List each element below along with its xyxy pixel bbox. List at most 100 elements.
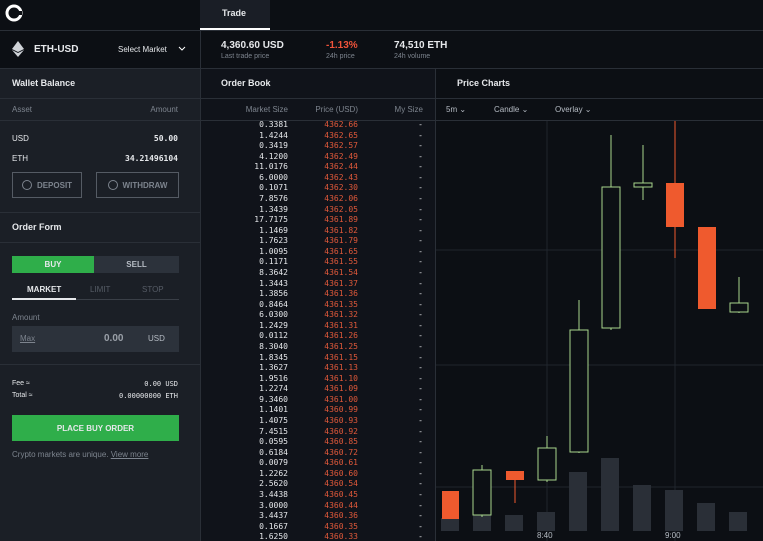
market-size: 8.3642: [259, 267, 288, 277]
price: 4361.37: [324, 278, 358, 288]
my-size: -: [418, 500, 423, 510]
button-label: PLACE BUY ORDER: [56, 423, 135, 433]
stat-value: -1.13%: [326, 40, 358, 51]
select-market[interactable]: Select Market: [118, 45, 167, 54]
market-size: 1.4075: [259, 415, 288, 425]
market-size: 1.4244: [259, 130, 288, 140]
my-size: -: [418, 193, 423, 203]
my-size: -: [418, 162, 423, 172]
buy-tab[interactable]: BUY: [12, 256, 94, 273]
my-size: -: [418, 120, 423, 129]
interval-select[interactable]: 5m ⌄: [446, 105, 467, 114]
max-link[interactable]: Max: [20, 334, 36, 343]
my-size: -: [418, 521, 423, 531]
market-size: 9.3460: [259, 394, 288, 404]
market-size: 3.4437: [259, 511, 288, 521]
order-type[interactable]: MARKET: [27, 285, 62, 294]
price: 4360.33: [324, 532, 358, 541]
price: 4362.43: [324, 172, 358, 182]
fee-value: 0.00 USD: [144, 380, 178, 388]
note: Crypto markets are unique. View more: [12, 450, 148, 459]
price: 4360.72: [324, 447, 358, 457]
my-size: -: [418, 363, 423, 373]
market-size: 0.0595: [259, 437, 288, 447]
price: 4361.25: [324, 341, 358, 351]
my-size: -: [418, 183, 423, 193]
market-size: 1.8345: [259, 352, 288, 362]
divider: [436, 120, 763, 121]
left-panel: [0, 69, 201, 541]
candle-chart: [436, 121, 763, 541]
price: 4362.49: [324, 151, 358, 161]
my-size: -: [418, 172, 423, 182]
market-size: 6.0000: [259, 172, 288, 182]
button-label: BUY: [44, 260, 62, 269]
price: 4361.79: [324, 236, 358, 246]
divider: [0, 212, 200, 213]
fee-label: Fee ≈: [12, 380, 30, 387]
market-size: 7.8576: [259, 193, 288, 203]
price: 4360.85: [324, 437, 358, 447]
stat-label: Last trade price: [221, 53, 270, 60]
stat-label: 24h price: [326, 53, 355, 60]
my-size: -: [418, 511, 423, 521]
price: 4360.99: [324, 405, 358, 415]
market-size: 1.2262: [259, 468, 288, 478]
withdraw-button[interactable]: WITHDRAW: [96, 172, 179, 198]
deposit-button[interactable]: DEPOSIT: [12, 172, 82, 198]
amount-value: 0.00: [104, 333, 124, 344]
amount-input[interactable]: [12, 326, 179, 352]
divider: [436, 98, 763, 99]
divider: [0, 98, 200, 99]
order-type[interactable]: STOP: [142, 285, 164, 294]
order-type[interactable]: LIMIT: [90, 285, 111, 294]
panel-title: Order Form: [12, 222, 62, 232]
market-size: 0.3419: [259, 141, 288, 151]
divider: [201, 98, 435, 99]
market-size: 8.3040: [259, 341, 288, 351]
overlay-select[interactable]: Overlay ⌄: [555, 105, 592, 114]
note-text: Crypto markets are unique.: [12, 450, 109, 459]
logo[interactable]: [4, 3, 24, 23]
price: 4360.93: [324, 415, 358, 425]
sell-tab[interactable]: SELL: [94, 256, 179, 273]
price: 4362.65: [324, 130, 358, 140]
price: 4361.00: [324, 394, 358, 404]
price: 4361.82: [324, 225, 358, 235]
place-order-button[interactable]: PLACE BUY ORDER: [12, 415, 179, 441]
price: 4360.35: [324, 521, 358, 531]
price: 4361.35: [324, 299, 358, 309]
price: 4361.09: [324, 384, 358, 394]
market-size: 6.0300: [259, 310, 288, 320]
control-label: Candle: [494, 105, 520, 114]
tab-label[interactable]: Trade: [222, 8, 247, 18]
tab[interactable]: [200, 0, 270, 30]
price: 4361.15: [324, 352, 358, 362]
stat-value: 4,360.60 USD: [221, 40, 284, 51]
market-size: 1.6250: [259, 532, 288, 541]
market-size: 1.3439: [259, 204, 288, 214]
total-value: 0.00000000 ETH: [118, 392, 178, 400]
price: 4361.89: [324, 215, 358, 225]
chart-type-select[interactable]: Candle ⌄: [494, 105, 529, 114]
my-size: -: [418, 426, 423, 436]
button-label: DEPOSIT: [36, 180, 73, 190]
button-label: SELL: [126, 260, 147, 269]
market-size: 1.2429: [259, 320, 288, 330]
my-size: -: [418, 532, 423, 541]
control-label: Overlay: [555, 105, 583, 114]
market-size: 0.0079: [259, 458, 288, 468]
my-size: -: [418, 320, 423, 330]
market-size: 4.1200: [259, 151, 288, 161]
my-size: -: [418, 299, 423, 309]
price: 4361.54: [324, 267, 358, 277]
market-size: 3.0000: [259, 500, 288, 510]
column-header: Amount: [150, 105, 178, 114]
divider: [0, 242, 200, 243]
eth-icon: [12, 41, 24, 57]
x-label: 9:00: [665, 531, 681, 540]
column-header: Market Size: [245, 105, 288, 114]
asset: ETH: [12, 154, 28, 163]
view-more-link[interactable]: View more: [110, 450, 149, 459]
column-header: My Size: [394, 105, 423, 114]
